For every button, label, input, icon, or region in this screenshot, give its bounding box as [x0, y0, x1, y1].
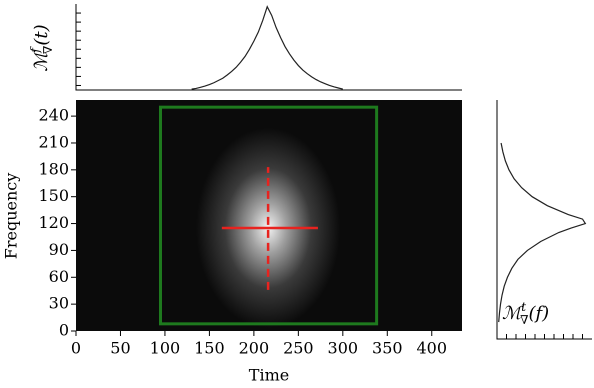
axes-frame — [75, 4, 462, 91]
label-arg: (f) — [528, 303, 549, 324]
y-axis-label: Frequency — [2, 173, 21, 260]
label-sub: ∇ — [41, 46, 55, 54]
y-tick-label: 0 — [59, 321, 69, 340]
label-sup: f — [28, 45, 42, 53]
y-tick-label: 180 — [38, 159, 69, 178]
y-tick-label: 120 — [38, 213, 69, 232]
axis-label: ℳt ∇(f) — [502, 300, 549, 327]
window-box — [158, 105, 379, 326]
y-tick-label: 90 — [49, 240, 69, 259]
marginal-line — [191, 5, 343, 90]
x-axis-label: Time — [249, 366, 289, 385]
y-tick-label: 150 — [38, 186, 69, 205]
x-tick-label: 50 — [110, 339, 130, 358]
axis-label: ℳf∇(t) — [28, 24, 55, 71]
label-base: ℳ — [502, 303, 524, 324]
x-tick-label: 150 — [194, 339, 225, 358]
y-tick-label: 240 — [38, 106, 69, 125]
y-tick-label: 60 — [49, 267, 69, 286]
label-base: ℳ — [31, 50, 52, 72]
x-tick-label: 350 — [372, 339, 403, 358]
label-sub: ∇ — [520, 313, 528, 327]
x-tick-label: 100 — [150, 339, 181, 358]
marginal-line — [498, 142, 587, 323]
x-tick-label: 0 — [71, 339, 81, 358]
x-tick-label: 200 — [239, 339, 270, 358]
x-tick-label: 250 — [283, 339, 314, 358]
x-tick-label: 400 — [416, 339, 447, 358]
label-arg: (t) — [31, 24, 52, 45]
y-tick-label: 30 — [49, 294, 69, 313]
axes-frame — [496, 100, 592, 340]
x-tick-label: 300 — [328, 339, 359, 358]
y-tick-label: 210 — [38, 132, 69, 151]
label-sup: t — [521, 300, 526, 314]
